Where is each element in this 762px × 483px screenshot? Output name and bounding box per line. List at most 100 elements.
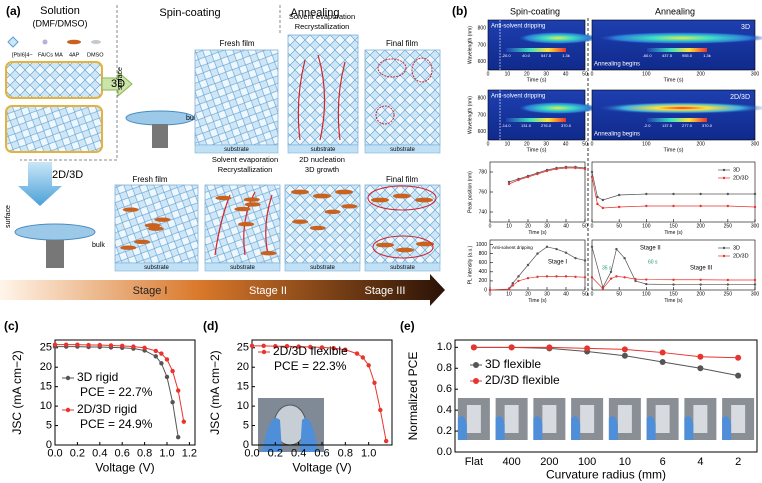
x-tick-label: 250 bbox=[724, 223, 733, 229]
two-d-phase bbox=[243, 197, 260, 202]
heatmap-band bbox=[597, 102, 762, 114]
legend-label: 2D/3D rigid bbox=[77, 402, 137, 416]
marker bbox=[546, 344, 553, 351]
plot-frame bbox=[591, 161, 756, 223]
x-tick-label: 0.4 bbox=[291, 448, 306, 460]
marker bbox=[699, 192, 702, 196]
substrate-label: substrate bbox=[311, 147, 336, 153]
annotation: Annealing begins bbox=[594, 132, 640, 138]
y-tick-label: 800 bbox=[478, 96, 487, 102]
marker bbox=[159, 351, 164, 356]
marker bbox=[488, 288, 492, 292]
film-label: Solvent evaporation bbox=[212, 155, 278, 164]
two-d-phase bbox=[393, 193, 411, 199]
two-d-phase bbox=[416, 241, 434, 247]
series-line bbox=[489, 276, 586, 291]
x-tick-label: 10 bbox=[506, 223, 512, 229]
y-axis-label: JSC (mA cm−2) bbox=[208, 350, 222, 434]
marker bbox=[564, 166, 568, 170]
legend-label: 3D bbox=[733, 245, 740, 251]
marker bbox=[511, 284, 514, 287]
panel-label: (c) bbox=[4, 319, 19, 333]
two-d-phase bbox=[215, 195, 232, 201]
panel-label: (e) bbox=[400, 319, 415, 333]
marker bbox=[753, 283, 757, 286]
film-label: Solvent evaporation bbox=[289, 12, 355, 21]
substrate bbox=[204, 262, 281, 272]
marker bbox=[181, 419, 186, 424]
marker bbox=[609, 270, 613, 274]
marker bbox=[584, 345, 591, 352]
x-tick-label: 200 bbox=[696, 141, 705, 147]
annotation: Anti-solvent dripping bbox=[491, 94, 545, 100]
photo-device bbox=[731, 405, 746, 433]
marker bbox=[574, 166, 577, 170]
grain-mark bbox=[377, 58, 407, 78]
marker bbox=[634, 279, 637, 283]
marker bbox=[735, 354, 742, 361]
substrate bbox=[194, 144, 279, 154]
photo-device bbox=[655, 405, 670, 433]
two-d-phase bbox=[291, 189, 309, 195]
x-tick-label: 40 bbox=[563, 291, 569, 297]
x-tick-label: 0 bbox=[591, 141, 594, 147]
legend-marker bbox=[261, 349, 267, 355]
x-axis-label: Time (s) bbox=[664, 147, 684, 153]
legend-text: 4AP bbox=[69, 52, 80, 58]
photo-glove bbox=[533, 416, 543, 440]
x-tick-label: 40 bbox=[563, 223, 569, 229]
y-tick-label: 1.0 bbox=[437, 341, 452, 353]
two-d-phase bbox=[371, 197, 389, 203]
x-tick-label: 200 bbox=[540, 456, 558, 468]
y-axis-label: Peak position (nm) bbox=[467, 171, 473, 213]
marker bbox=[672, 278, 675, 281]
legend-marker bbox=[722, 176, 726, 180]
heatmap bbox=[487, 19, 586, 71]
annotation: Stage III bbox=[690, 266, 713, 272]
x-tick-label: 150 bbox=[669, 223, 678, 229]
stage-arrow bbox=[0, 274, 445, 306]
panel-label: (b) bbox=[452, 4, 467, 18]
panel-label: (a) bbox=[6, 4, 21, 18]
heading: Annealing bbox=[655, 6, 695, 16]
x-tick-label: 0.8 bbox=[137, 448, 152, 460]
x-tick-label: 20 bbox=[524, 141, 530, 147]
marker bbox=[672, 283, 675, 286]
plot-frame bbox=[489, 239, 586, 291]
marker bbox=[159, 361, 164, 366]
marker bbox=[372, 380, 377, 385]
marker bbox=[574, 275, 577, 279]
substrate-label: substrate bbox=[144, 265, 169, 271]
y-tick-label: 0.6 bbox=[437, 383, 452, 395]
y-tick-label: 740 bbox=[479, 209, 488, 215]
marker bbox=[378, 407, 383, 413]
marker bbox=[574, 256, 577, 260]
marker bbox=[383, 438, 389, 444]
film-label: 2D nucleation bbox=[299, 155, 345, 164]
legend-icon bbox=[67, 39, 81, 45]
x-tick-label: 400 bbox=[502, 456, 520, 468]
x-tick-label: 40 bbox=[563, 71, 569, 77]
legend-label: 2D/3D flexible bbox=[273, 344, 348, 358]
x-tick-label: Flat bbox=[465, 456, 483, 468]
y-axis-label: Wavelength (nm) bbox=[467, 96, 473, 134]
photo-glove bbox=[608, 416, 618, 440]
x-tick-label: 0 bbox=[591, 291, 594, 297]
stage-label: Stage II bbox=[249, 285, 287, 297]
two-d-phase bbox=[292, 219, 309, 224]
colorbar-label: 1.3k bbox=[703, 53, 711, 58]
heading: Annealing bbox=[291, 7, 340, 19]
x-tick-label: 30 bbox=[544, 291, 550, 297]
photo-device bbox=[542, 405, 557, 433]
legend-icon bbox=[91, 40, 101, 44]
x-tick-label: 250 bbox=[724, 291, 733, 297]
two-d-phase bbox=[341, 204, 358, 209]
marker bbox=[601, 287, 605, 290]
photo-device bbox=[580, 405, 595, 433]
sample-label: 3D bbox=[741, 24, 750, 31]
x-tick-label: 30 bbox=[543, 141, 549, 147]
legend-label: 3D bbox=[733, 167, 740, 173]
marker bbox=[507, 288, 511, 291]
colorbar-label: 137.5 bbox=[662, 123, 673, 128]
marker bbox=[596, 202, 599, 206]
